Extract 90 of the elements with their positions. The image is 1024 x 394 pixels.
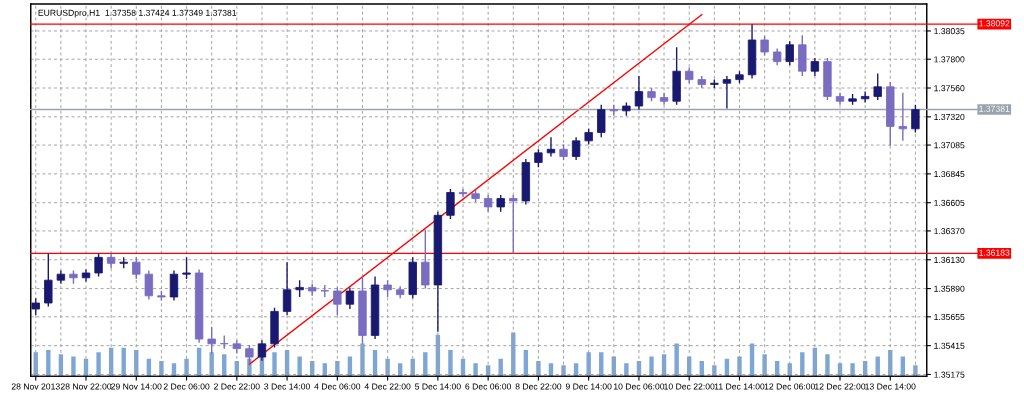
- x-tick-label: 3 Dec 14:00: [264, 383, 310, 390]
- x-tick-label: 12 Dec 06:00: [764, 383, 816, 390]
- bar: [561, 365, 566, 377]
- candlestick: [810, 57, 820, 77]
- x-tick-label: 4 Dec 06:00: [314, 383, 361, 390]
- y-tick-label: 1.38035: [934, 28, 965, 35]
- x-tick-label: 28 Nov 2013: [11, 383, 60, 390]
- candlestick: [571, 136, 581, 161]
- y-tick-label: 1.36130: [934, 256, 965, 263]
- y-tick-label: 1.35655: [934, 313, 965, 321]
- bar: [96, 352, 101, 377]
- candlestick: [282, 261, 292, 316]
- bar: [536, 360, 541, 377]
- y-tick-label: 1.37320: [934, 113, 965, 121]
- x-tick-label: 4 Dec 22:00: [364, 383, 411, 390]
- candlestick: [760, 35, 769, 57]
- bar: [71, 356, 76, 377]
- y-tick-label: 1.35415: [934, 342, 965, 349]
- bar: [624, 363, 629, 377]
- candlestick: [446, 188, 455, 220]
- bar: [360, 343, 365, 377]
- candlestick: [345, 286, 355, 310]
- bar: [674, 343, 679, 377]
- y-tick-label: 1.36845: [934, 171, 965, 178]
- bar: [222, 354, 227, 377]
- y-tick-label: 1.35175: [934, 371, 965, 378]
- candlestick: [421, 229, 430, 290]
- candlestick: [898, 92, 908, 142]
- bar: [159, 360, 164, 377]
- candlestick: [534, 148, 543, 168]
- bar: [385, 358, 390, 377]
- x-tick-label: 6 Dec 06:00: [465, 383, 512, 390]
- bar: [762, 354, 767, 377]
- x-tick-label: 28 Nov 22:00: [60, 383, 112, 390]
- candlestick: [509, 194, 518, 255]
- bar: [586, 352, 591, 377]
- bar: [825, 354, 830, 377]
- candlestick: [785, 40, 794, 66]
- text: EURUSDpro,H1 1.37358 1.37424 1.37349 1.37381: [38, 9, 237, 18]
- x-tick-label: 2 Dec 06:00: [163, 383, 210, 390]
- bar: [297, 356, 302, 377]
- x-tick-label: 29 Nov 14:00: [111, 383, 162, 390]
- candlestick: [609, 104, 618, 117]
- bar: [913, 365, 918, 377]
- bar: [184, 358, 189, 377]
- ref-line-label: 1.36183: [979, 249, 1010, 256]
- bar: [335, 360, 340, 377]
- y-tick-label: 1.37800: [934, 56, 965, 63]
- bar: [209, 352, 214, 377]
- candlestick: [182, 256, 191, 280]
- candlestick: [132, 256, 141, 280]
- bar: [423, 352, 428, 377]
- x-tick-label: 9 Dec 14:00: [565, 383, 612, 390]
- x-tick-label: 12 Dec 22:00: [815, 383, 866, 390]
- x-tick-label: 10 Dec 06:00: [613, 383, 665, 390]
- bar: [850, 363, 855, 377]
- candlestick: [458, 188, 468, 199]
- x-tick-label: 5 Dec 14:00: [415, 383, 461, 390]
- bar: [649, 356, 654, 377]
- candlestick: [94, 253, 103, 278]
- y-tick-label: 1.36370: [934, 228, 965, 235]
- candlestick: [722, 75, 732, 110]
- bar: [46, 349, 51, 377]
- bar: [473, 363, 478, 377]
- bar: [712, 365, 717, 377]
- bar: [272, 352, 277, 377]
- y-tick-label: 1.37085: [934, 142, 965, 149]
- candlestick: [873, 72, 882, 101]
- bar: [800, 352, 805, 377]
- ref-line-label: 1.38092: [979, 20, 1010, 27]
- candlestick: [169, 269, 179, 302]
- candlestick: [597, 104, 606, 138]
- bar: [737, 356, 742, 377]
- bar: [448, 349, 453, 377]
- candlestick: [634, 75, 644, 111]
- x-tick-label: 11 Dec 14:00: [714, 383, 765, 390]
- x-tick-label: 13 Dec 14:00: [865, 383, 916, 390]
- ref-line-label: 1.37381: [979, 105, 1010, 112]
- candlestick: [44, 253, 53, 308]
- candlestick: [546, 136, 556, 158]
- y-tick-label: 1.35890: [934, 285, 965, 292]
- x-tick-label: 2 Dec 22:00: [214, 383, 260, 390]
- x-tick-label: 8 Dec 22:00: [515, 383, 562, 390]
- x-tick-label: 10 Dec 22:00: [664, 383, 715, 390]
- candlestick: [911, 104, 920, 134]
- y-tick-label: 1.37560: [934, 85, 965, 92]
- candlestick: [144, 269, 154, 301]
- y-tick-label: 1.36605: [934, 199, 965, 206]
- candlestick: [333, 286, 342, 316]
- candlestick: [860, 90, 870, 104]
